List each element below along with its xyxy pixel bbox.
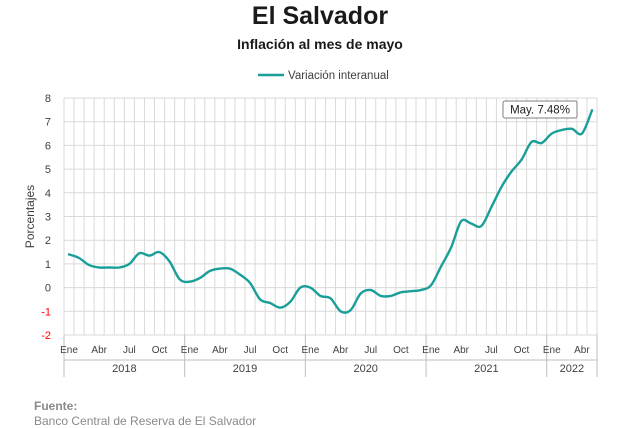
y-tick-label: 2	[45, 235, 51, 247]
x-month-label: Jul	[123, 345, 136, 356]
x-month-label: Abr	[453, 345, 469, 356]
x-month-label: Abr	[212, 345, 228, 356]
x-month-label: Jul	[485, 345, 498, 356]
x-month-label: Ene	[181, 345, 199, 356]
x-year-label: 2020	[353, 363, 377, 375]
x-month-label: Jul	[364, 345, 377, 356]
series-line	[67, 109, 594, 314]
x-month-label: Oct	[272, 345, 288, 356]
x-month-label: Jul	[244, 345, 257, 356]
x-month-label: Abr	[91, 345, 107, 356]
annotation-label: May. 7.48%	[510, 105, 570, 117]
y-tick-label: -1	[41, 306, 51, 318]
x-month-label: Abr	[333, 345, 349, 356]
x-month-label: Ene	[301, 345, 319, 356]
x-year-label: 2018	[112, 363, 136, 375]
y-tick-label: 7	[45, 117, 51, 129]
y-tick-label: 5	[45, 164, 51, 176]
y-tick-label: 1	[45, 259, 51, 271]
y-tick-label: 0	[45, 283, 51, 295]
y-tick-label: -2	[41, 330, 51, 342]
x-month-label: Oct	[393, 345, 409, 356]
x-month-label: Ene	[60, 345, 78, 356]
source-text: Banco Central de Reserva de El Salvador	[34, 414, 257, 428]
x-month-label: Ene	[422, 345, 440, 356]
y-tick-label: 8	[45, 93, 51, 105]
x-month-label: Ene	[543, 345, 561, 356]
annotation-box	[502, 100, 578, 119]
x-month-label: Oct	[152, 345, 168, 356]
y-axis-title: Porcentajes	[23, 185, 37, 248]
y-tick-label: 3	[45, 212, 51, 224]
chart-subtitle: Inflación al mes de mayo	[237, 36, 403, 52]
chart-title: El Salvador	[251, 2, 389, 30]
x-year-label: 2021	[474, 363, 498, 375]
legend-label: Variación interanual	[288, 70, 389, 82]
x-year-label: 2022	[560, 363, 584, 375]
x-month-label: Oct	[514, 345, 530, 356]
y-tick-label: 4	[45, 188, 51, 200]
x-month-label: Abr	[574, 345, 590, 356]
x-year-label: 2019	[233, 363, 257, 375]
y-tick-label: 6	[45, 140, 51, 152]
source-heading: Fuente:	[34, 399, 78, 413]
